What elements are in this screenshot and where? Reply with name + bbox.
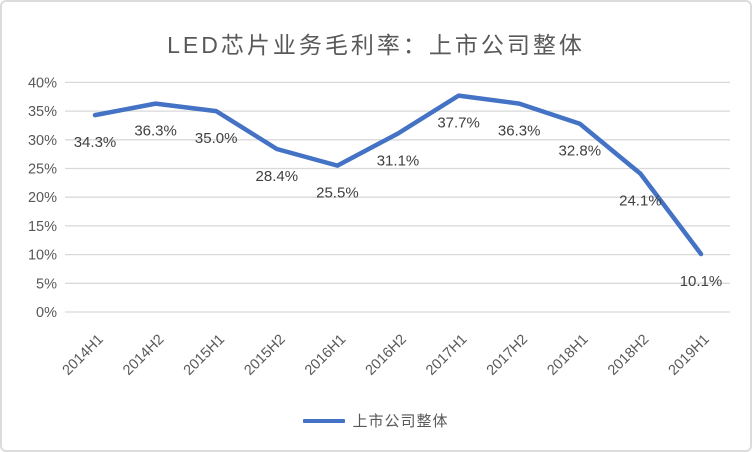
data-label: 37.7%: [437, 115, 480, 132]
x-axis-tick-label: 2016H1: [302, 332, 349, 379]
y-axis-tick-label: 20%: [28, 190, 57, 206]
data-label: 31.1%: [377, 152, 420, 169]
y-axis-tick-label: 0%: [36, 305, 57, 321]
data-label: 10.1%: [680, 273, 723, 290]
y-axis-tick-label: 15%: [28, 219, 57, 235]
y-axis-tick-label: 35%: [28, 104, 57, 120]
x-axis-tick-label: 2015H2: [241, 332, 288, 379]
y-axis-tick-label: 5%: [36, 276, 57, 292]
data-label: 32.8%: [559, 143, 602, 160]
x-axis-tick-label: 2018H1: [544, 332, 591, 379]
x-axis-tick-label: 2016H2: [363, 332, 410, 379]
y-axis-tick-label: 10%: [28, 248, 57, 264]
data-label: 25.5%: [316, 185, 359, 202]
chart-title: LED芯片业务毛利率：上市公司整体: [167, 32, 585, 58]
x-axis-tick-label: 2017H1: [423, 332, 470, 379]
series-line: [92, 93, 704, 257]
legend-line-swatch: [303, 418, 346, 423]
x-axis-tick-label: 2014H1: [60, 332, 107, 379]
data-label: 36.3%: [498, 123, 541, 140]
data-label: 34.3%: [74, 134, 117, 151]
x-axis-tick-label: 2014H2: [120, 332, 167, 379]
y-axis-tick-label: 25%: [28, 162, 57, 178]
x-axis-tick-label: 2015H1: [181, 332, 228, 379]
data-label: 36.3%: [134, 123, 177, 140]
x-axis-tick-label: 2018H2: [605, 332, 652, 379]
y-axis-tick-label: 40%: [28, 75, 57, 91]
x-axis-tick-label: 2019H1: [666, 332, 713, 379]
data-label: 35.0%: [195, 130, 238, 147]
x-axis-tick-label: 2017H2: [484, 332, 531, 379]
data-label: 24.1%: [619, 193, 662, 210]
y-axis-tick-label: 30%: [28, 133, 57, 149]
data-label: 28.4%: [256, 168, 299, 185]
legend: 上市公司整体: [2, 410, 750, 431]
legend-series-label: 上市公司整体: [352, 413, 449, 430]
